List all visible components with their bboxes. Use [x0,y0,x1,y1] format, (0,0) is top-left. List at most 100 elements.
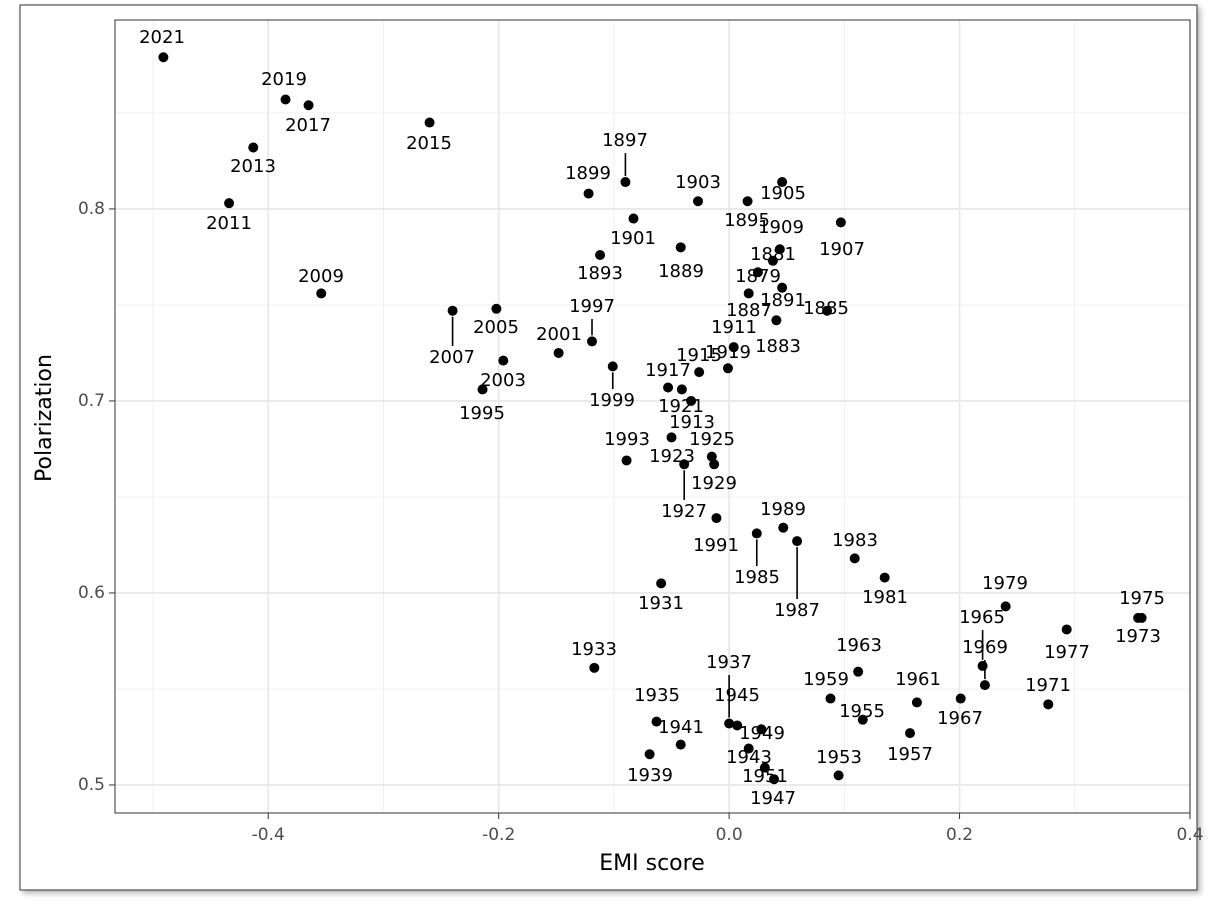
point [158,52,169,63]
point-label: 1951 [742,766,788,787]
point-label: 1959 [803,669,849,690]
point-label: 1987 [774,600,820,621]
point [709,459,720,470]
point-label: 1931 [638,593,684,614]
point [694,367,705,378]
point [644,749,655,760]
point-label: 1979 [982,573,1028,594]
y-tick-label: 0.8 [78,199,105,219]
point [1043,699,1054,710]
point-label: 1937 [706,652,752,673]
point-label: 1887 [726,300,772,321]
point [743,743,754,754]
point [728,342,739,353]
point [706,451,717,462]
point [316,288,327,299]
point [724,718,735,729]
point [778,522,789,533]
point-label: 1909 [758,217,804,238]
point [651,716,662,727]
point [857,714,868,725]
point [911,697,922,708]
point-label: 1933 [571,639,617,660]
point-label: 1989 [760,499,806,520]
point-label: 1929 [691,473,737,494]
point-label: 1965 [959,607,1005,628]
point-label: 1985 [734,567,780,588]
x-axis-title: EMI score [599,851,704,876]
point-label: 1947 [750,788,796,809]
point [498,355,509,366]
point-label: 1935 [634,685,680,706]
point [447,305,458,316]
point [879,572,890,583]
y-axis-title: Polarization [32,354,57,482]
x-tick-label: 0.4 [1176,825,1203,845]
point-label: 1905 [760,183,806,204]
point [732,720,743,731]
point [722,363,733,374]
point [607,361,618,372]
point [767,255,778,266]
point [676,384,687,395]
point [751,528,762,539]
point-label: 1999 [589,390,635,411]
point-label: 1893 [577,263,623,284]
point-label: 1971 [1025,675,1071,696]
point-label: 1885 [803,298,849,319]
point-label: 1907 [819,239,865,260]
point [663,382,674,393]
point [822,305,833,316]
point [1061,624,1072,635]
point-label: 1957 [887,744,933,765]
point-label: 1891 [760,290,806,311]
point [777,282,788,293]
point-label: 1995 [459,403,505,424]
point-label: 1967 [937,708,983,729]
point-label: 1889 [658,261,704,282]
point-label: 1895 [724,210,770,231]
point [675,739,686,750]
point-label: 2001 [536,324,582,345]
point [752,267,763,278]
y-tick-label: 0.7 [78,391,105,411]
point [583,188,594,199]
point-label: 1977 [1044,642,1090,663]
point-label: 1919 [705,342,751,363]
y-tick-label: 0.6 [78,583,105,603]
point-label: 1923 [649,446,695,467]
point [771,315,782,326]
point [595,250,606,261]
point-label: 1961 [895,669,941,690]
point-label: 1899 [565,163,611,184]
point-label: 1963 [836,635,882,656]
point-label: 1913 [669,412,715,433]
point [905,728,916,739]
x-tick-label: -0.4 [252,825,285,845]
point [628,213,639,224]
point-label: 1927 [661,501,707,522]
point-label: 1879 [735,266,781,287]
point [977,660,988,671]
point [666,432,677,443]
point [280,94,291,105]
point-label: 1901 [610,228,656,249]
point [424,117,435,128]
y-tick-label: 0.5 [78,775,105,795]
point-label: 1925 [689,429,735,450]
point [777,177,788,188]
point-label: 1911 [711,317,757,338]
point [477,384,488,395]
point-label: 1953 [816,747,862,768]
point [224,198,235,209]
point [491,303,502,314]
point [979,680,990,691]
point-label: 1969 [962,637,1008,658]
point [769,774,780,785]
point-label: 2021 [139,27,185,48]
point [849,553,860,564]
point-label: 2003 [480,370,526,391]
point [675,242,686,253]
point-label: 1921 [658,396,704,417]
